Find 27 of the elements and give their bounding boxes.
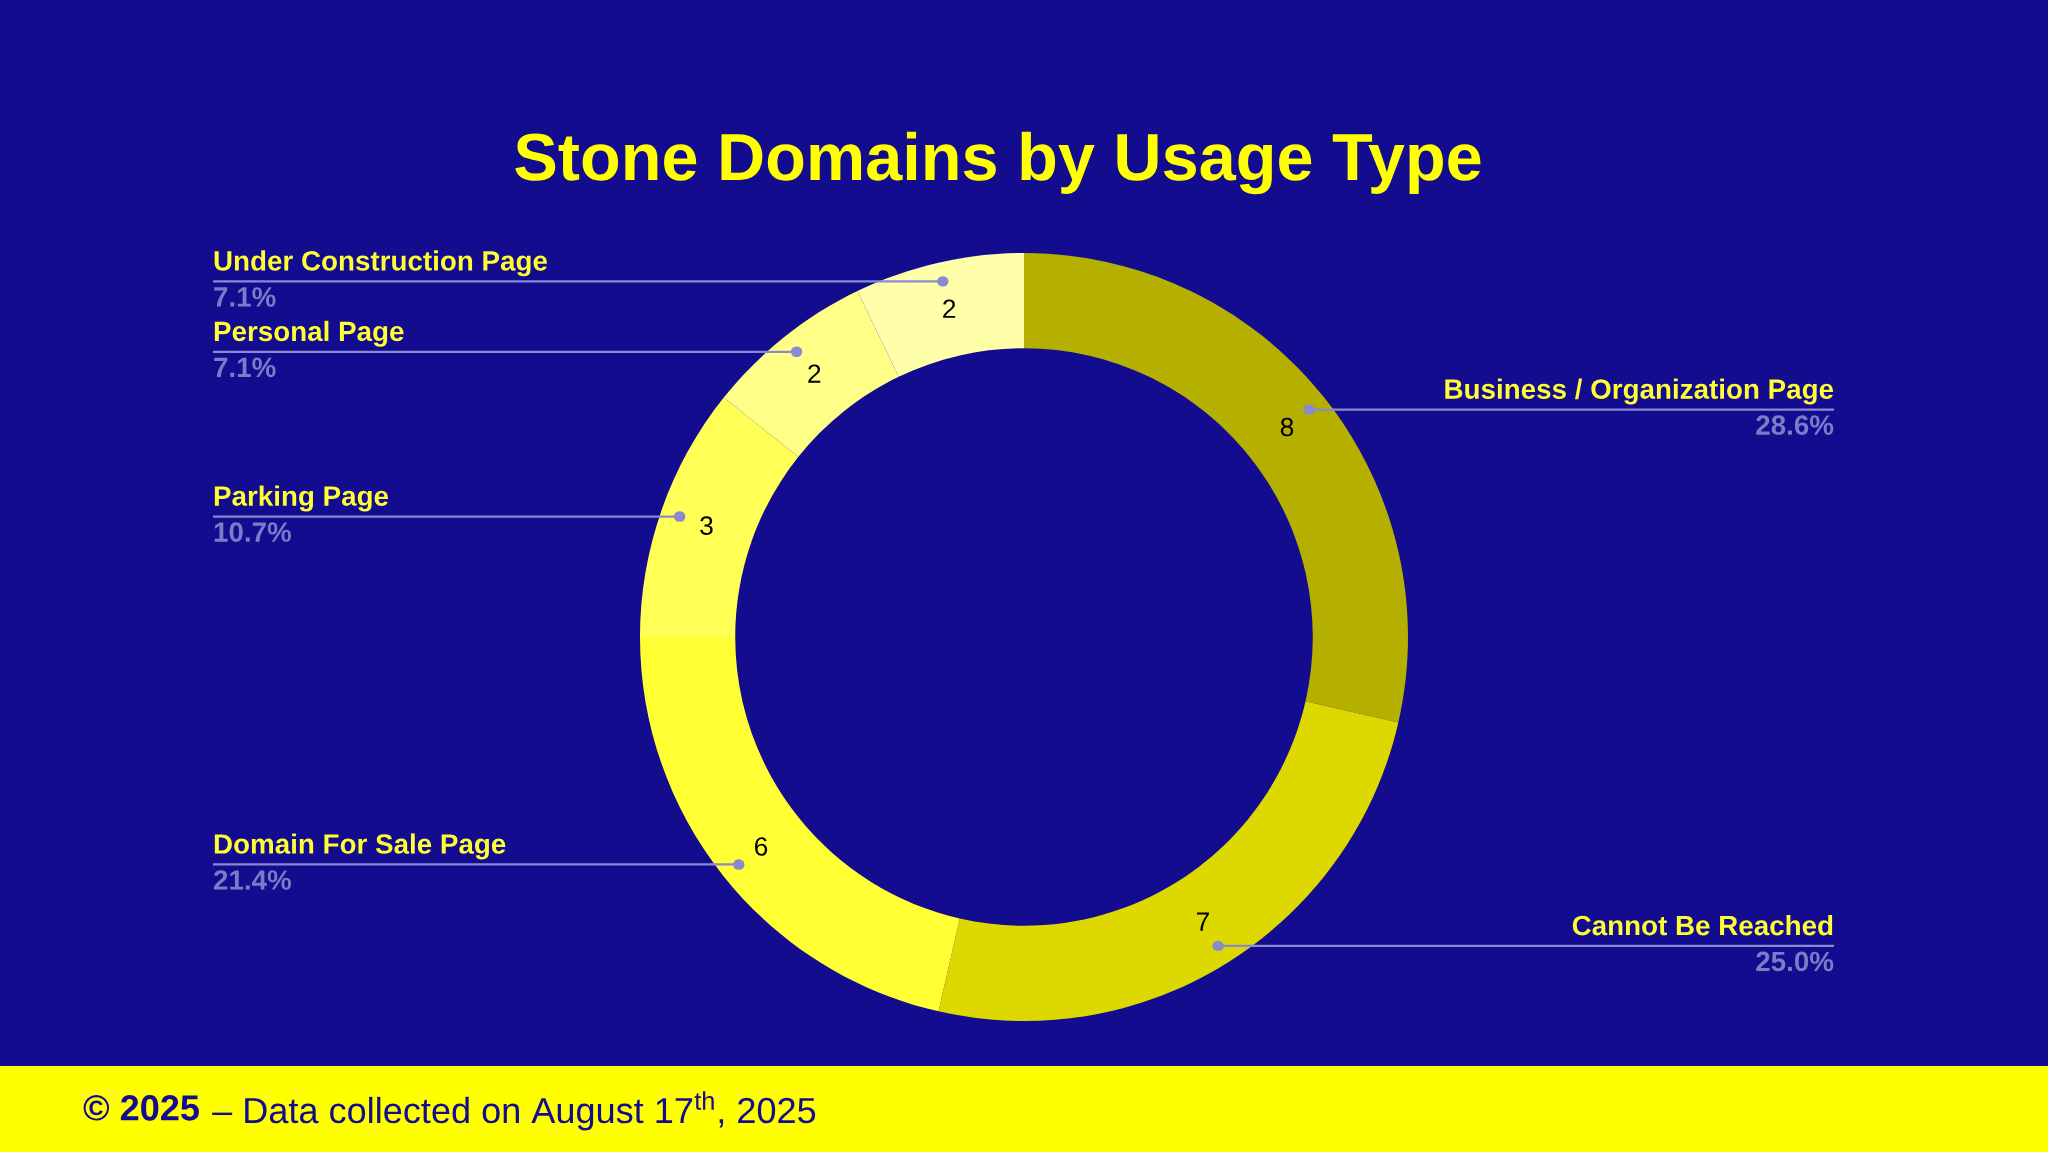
text: – Data collected on August 17$^{th}$, 2025	[212, 1091, 816, 1131]
text: 28.6%	[1756, 415, 1834, 435]
data-label: 7	[1196, 912, 1209, 931]
data-label: 3	[700, 516, 713, 535]
data-label: 6	[755, 837, 768, 856]
donut-slice	[1024, 253, 1408, 723]
text: 21.4%	[213, 870, 292, 890]
slice-label: Domain For Sale Page	[214, 833, 506, 860]
data-label: 2	[808, 364, 821, 383]
slice-label: Personal Page	[214, 320, 404, 347]
donut-slice	[938, 701, 1399, 1021]
slice-label: Business / Organization Page	[1445, 378, 1834, 405]
data-label: 2	[943, 299, 956, 318]
text: 7.1%	[214, 357, 276, 378]
text: 7.1%	[214, 287, 276, 307]
slice-label: Under Construction Page	[214, 250, 547, 277]
donut-slice	[640, 397, 799, 637]
text: © 2025	[83, 1095, 199, 1121]
data-label: 8	[1280, 417, 1294, 437]
slice-label: Cannot Be Reached	[1572, 914, 1833, 936]
donut-slice	[640, 637, 960, 1012]
donut-slice	[723, 291, 899, 457]
donut-slice	[857, 253, 1024, 377]
text: 10.7%	[214, 522, 292, 542]
slice-label: Parking Page	[214, 485, 389, 512]
chart-title: Stone Domains by Usage Type	[515, 131, 1481, 195]
text: 25.0%	[1756, 951, 1834, 972]
